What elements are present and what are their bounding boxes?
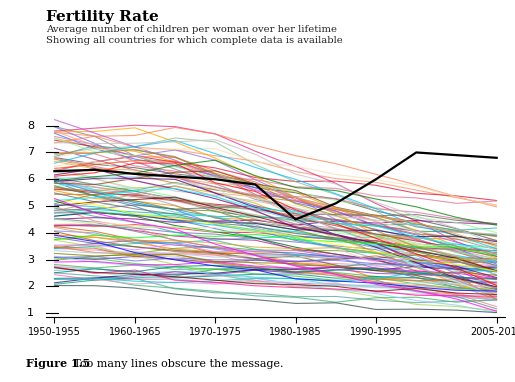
Text: Showing all countries for which complete data is available: Showing all countries for which complete… <box>46 36 343 45</box>
Text: 7: 7 <box>27 147 35 157</box>
Text: 2: 2 <box>27 281 35 291</box>
Text: Too many lines obscure the message.: Too many lines obscure the message. <box>70 359 283 369</box>
Text: 5: 5 <box>27 201 35 211</box>
Text: 6: 6 <box>27 174 35 184</box>
Text: 3: 3 <box>27 254 35 264</box>
Text: Average number of children per woman over her lifetime: Average number of children per woman ove… <box>46 25 337 34</box>
Text: 8: 8 <box>27 121 35 131</box>
Text: 1: 1 <box>27 308 35 318</box>
Text: 4: 4 <box>27 228 35 238</box>
Text: Fertility Rate: Fertility Rate <box>46 10 159 24</box>
Text: Figure 1.5: Figure 1.5 <box>26 358 90 369</box>
